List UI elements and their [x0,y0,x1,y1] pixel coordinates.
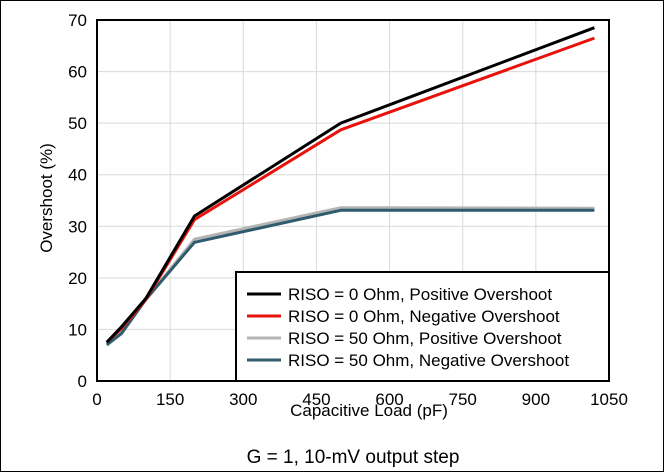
y-axis-title: Overshoot (%) [37,143,56,253]
x-tick-label: 300 [229,390,257,409]
legend-entry: RISO = 50 Ohm, Positive Overshoot [288,329,562,348]
y-tick-label: 70 [68,11,87,30]
x-tick-label: 1050 [590,390,628,409]
x-tick-label: 450 [302,390,330,409]
y-tick-label: 60 [68,63,87,82]
x-tick-label: 0 [92,390,101,409]
y-tick-label: 30 [68,217,87,236]
y-tick-label: 0 [78,372,87,391]
y-tick-labels: 0 10 20 30 40 50 60 70 [68,11,87,391]
x-tick-label: 900 [522,390,550,409]
legend-box [235,271,610,382]
series-line-1 [105,26,595,344]
y-tick-label: 10 [68,320,87,339]
x-tick-labels: 0 150 300 450 600 750 900 1050 [92,390,628,409]
series-line-4 [105,208,595,347]
y-tick-label: 50 [68,114,87,133]
x-tick-label: 150 [156,390,184,409]
x-tick-label: 750 [449,390,477,409]
legend-entry: RISO = 50 Ohm, Negative Overshoot [288,351,569,370]
legend: RISO = 0 Ohm, Positive Overshoot RISO = 0… [235,271,610,382]
x-axis-title: Capacitive Load (pF) [290,401,448,420]
x-tick-label: 600 [375,390,403,409]
y-tick-label: 40 [68,166,87,185]
chart-caption: G = 1, 10-mV output step [247,447,460,468]
series-lines [105,26,595,347]
legend-entry: RISO = 0 Ohm, Positive Overshoot [288,285,552,304]
y-tick-label: 20 [68,269,87,288]
legend-entry: RISO = 0 Ohm, Negative Overshoot [288,307,560,326]
